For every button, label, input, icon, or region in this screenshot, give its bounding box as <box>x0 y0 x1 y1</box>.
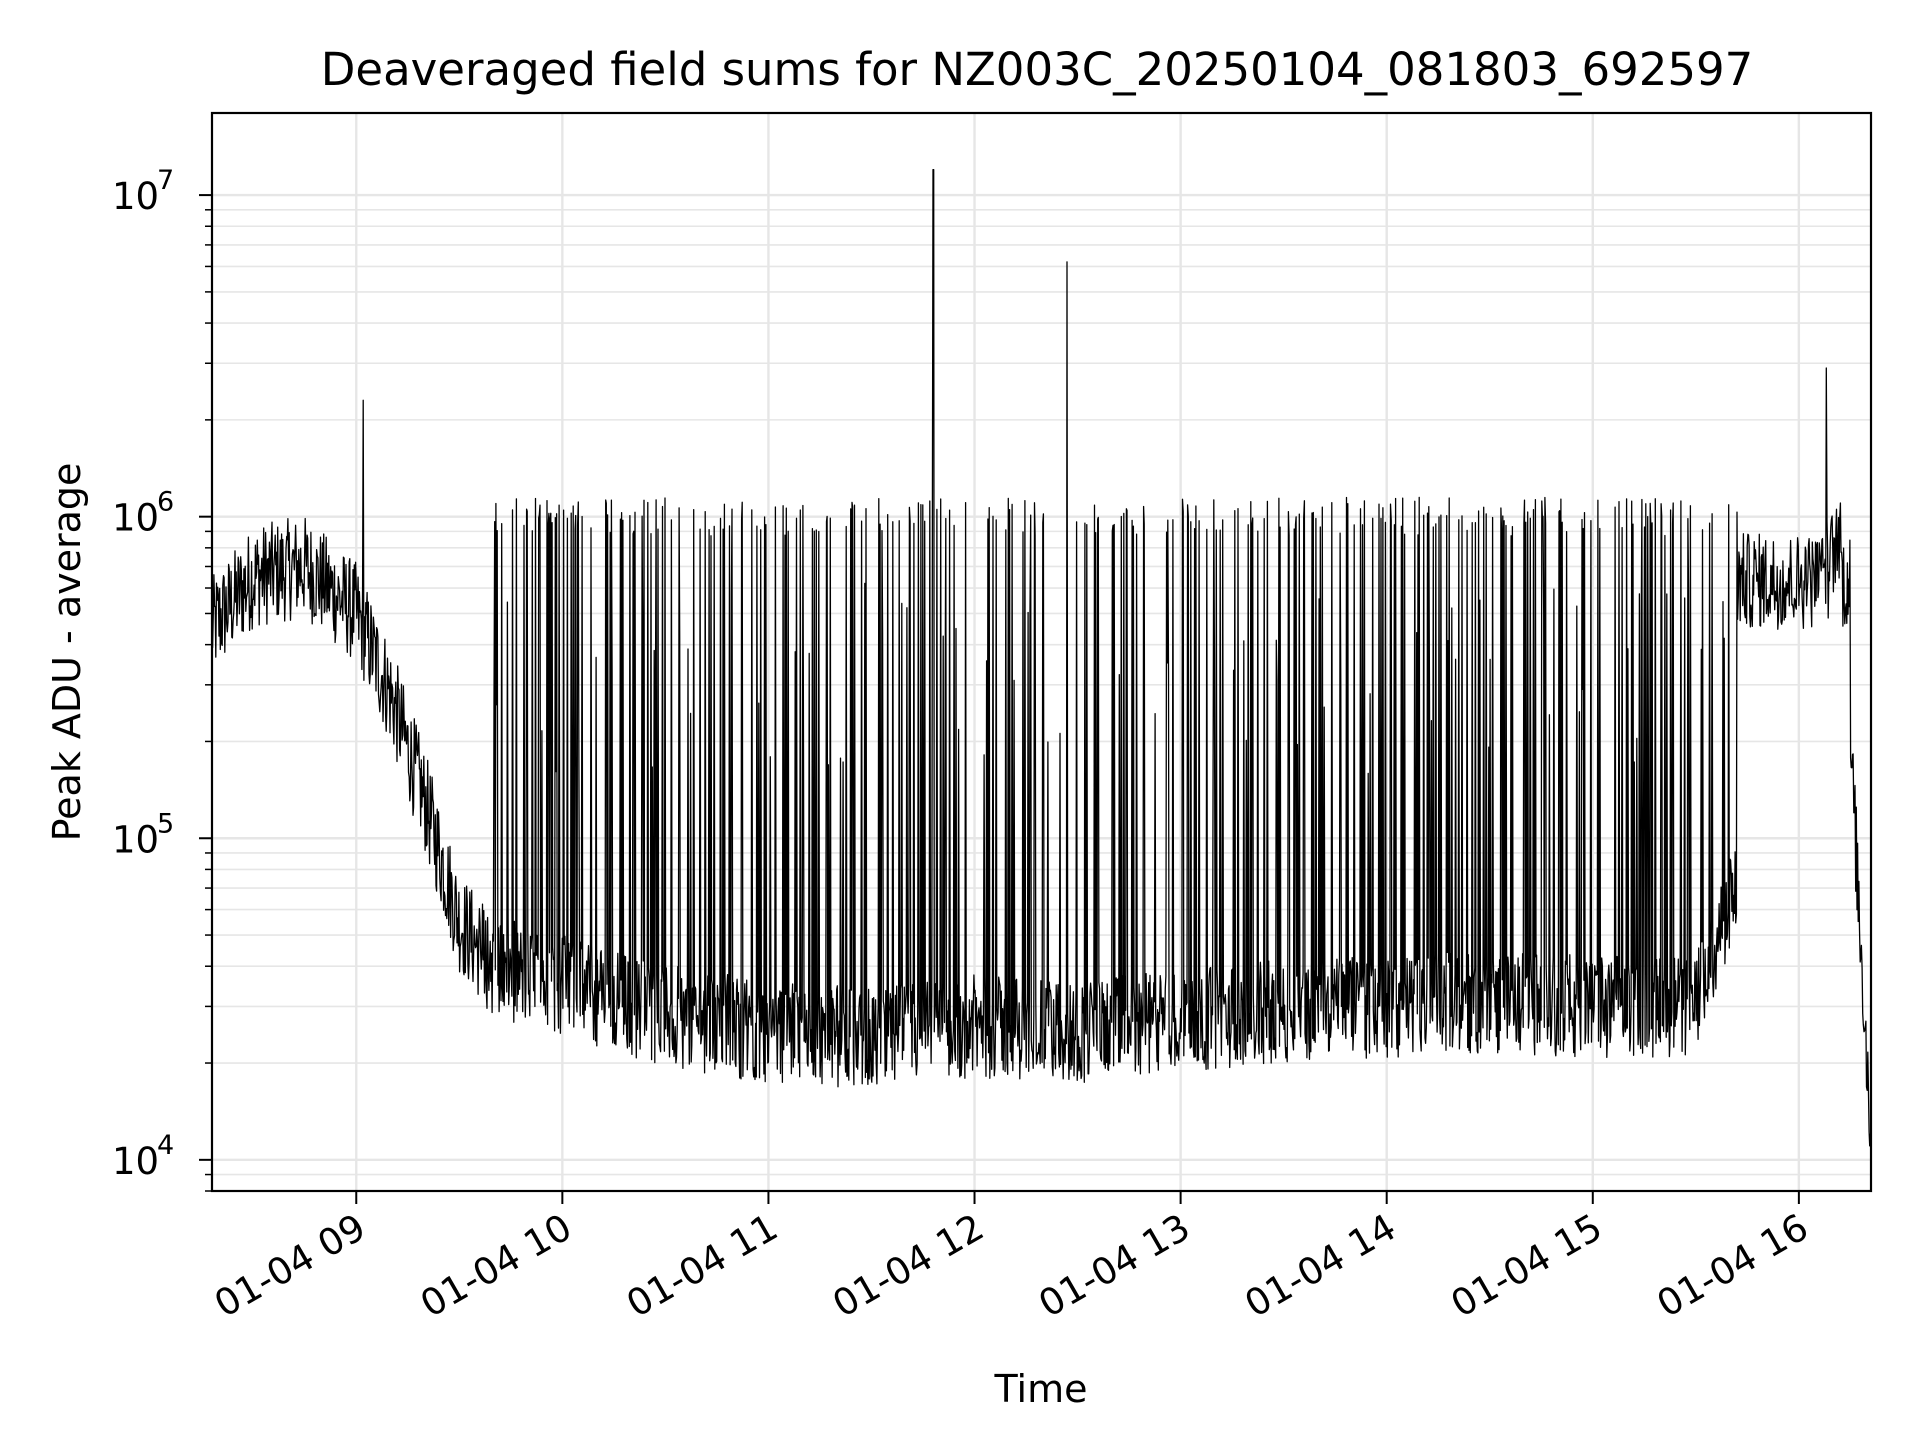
y-tick-label: 106 <box>112 487 174 540</box>
y-tick-label-base: 10 <box>112 497 159 540</box>
y-tick-label: 105 <box>112 808 174 861</box>
plot-frame <box>210 111 1873 1193</box>
y-tick-label-base: 10 <box>112 1140 159 1183</box>
y-tick-label-base: 10 <box>112 175 159 218</box>
y-tick-label-base: 10 <box>112 818 159 861</box>
y-tick-label: 107 <box>112 165 174 218</box>
series-line <box>211 168 1872 1162</box>
y-tick-label-exponent: 5 <box>157 808 174 839</box>
data-line-group <box>211 168 1872 1162</box>
y-tick-label-exponent: 6 <box>157 487 174 518</box>
y-tick-label-exponent: 4 <box>157 1130 174 1161</box>
x-axis-label: Time <box>994 1367 1088 1411</box>
y-axis-label: Peak ADU - average <box>45 463 89 842</box>
chart-title: Deaveraged field sums for NZ003C_2025010… <box>321 43 1753 96</box>
y-tick-label-exponent: 7 <box>157 165 174 196</box>
y-tick-label: 104 <box>112 1130 174 1183</box>
